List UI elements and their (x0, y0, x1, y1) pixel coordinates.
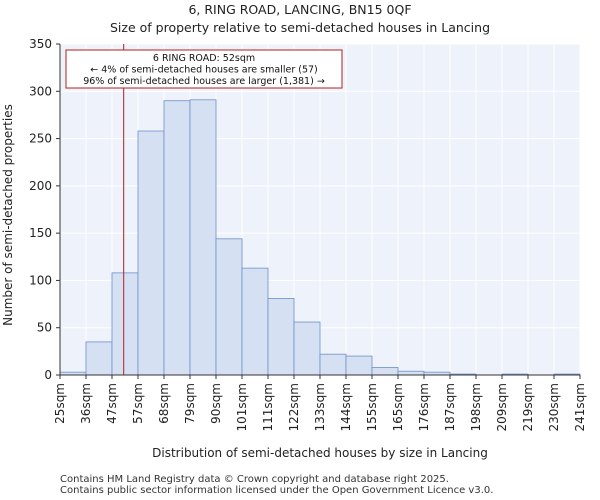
annotation-line: ← 4% of semi-detached houses are smaller… (90, 65, 318, 76)
marker: 6 RING ROAD: 52sqm← 4% of semi-detached … (65, 44, 343, 375)
x-tick-label: 47sqm (105, 383, 119, 424)
x-tick-label: 241sqm (573, 383, 587, 431)
bar (319, 353, 347, 376)
x-tick-label: 230sqm (547, 383, 561, 431)
bar (137, 130, 165, 376)
y-tick-label: 50 (37, 321, 52, 335)
y-tick-label: 0 (44, 368, 52, 382)
annotation-box (65, 49, 343, 89)
footer-line-1: Contains HM Land Registry data © Crown c… (60, 474, 449, 485)
bar (215, 238, 243, 376)
chart-subtitle: Size of property relative to semi-detach… (109, 20, 491, 35)
x-axis-label: Distribution of semi-detached houses by … (152, 446, 488, 460)
y-axis-label: Number of semi-detached properties (1, 104, 15, 326)
x-tick-label: 36sqm (79, 383, 93, 424)
x-tick-label: 101sqm (235, 383, 249, 431)
annotation-line: 6 RING ROAD: 52sqm (153, 53, 255, 64)
x-tick-label: 111sqm (261, 383, 275, 431)
x-tick-label: 25sqm (53, 383, 67, 424)
y-tick-label: 350 (29, 37, 52, 51)
y-tick-label: 200 (29, 179, 52, 193)
x-tick-label: 90sqm (209, 383, 223, 424)
x-tick-label: 155sqm (365, 383, 379, 431)
x-tick-label: 198sqm (469, 383, 483, 431)
x-tick-label: 144sqm (339, 383, 353, 431)
axes: 0 50 100 150 200 250 300 350 25sqm 36sqm 47sqm 57sq… (29, 37, 587, 431)
x-tick-label: 187sqm (443, 383, 457, 431)
bar (189, 99, 217, 376)
bar (397, 370, 425, 376)
bar (85, 341, 113, 376)
y-tick-label: 300 (29, 84, 52, 98)
bar (371, 367, 399, 376)
y-tick-label: 250 (29, 132, 52, 146)
bar (163, 100, 191, 376)
bar (293, 321, 321, 376)
y-tick-label: 150 (29, 226, 52, 240)
bar (345, 355, 373, 376)
bar (111, 272, 139, 376)
x-tick-label: 79sqm (183, 383, 197, 424)
x-tick-label: 122sqm (287, 383, 301, 431)
x-tick-label: 57sqm (131, 383, 145, 424)
x-tick-label: 209sqm (495, 383, 509, 431)
bar (241, 267, 269, 376)
bars (59, 99, 581, 376)
chart-title: 6, RING ROAD, LANCING, BN15 0QF (188, 2, 412, 17)
x-tick-label: 68sqm (157, 383, 171, 424)
x-tick-label: 176sqm (417, 383, 431, 431)
bar (267, 297, 295, 376)
footer-line-2: Contains public sector information licen… (60, 485, 494, 496)
x-tick-label: 165sqm (391, 383, 405, 431)
y-tick-label: 100 (29, 273, 52, 287)
annotation-line: 96% of semi-detached houses are larger (… (83, 76, 325, 87)
x-tick-label: 133sqm (313, 383, 327, 431)
x-tick-label: 219sqm (521, 383, 535, 431)
